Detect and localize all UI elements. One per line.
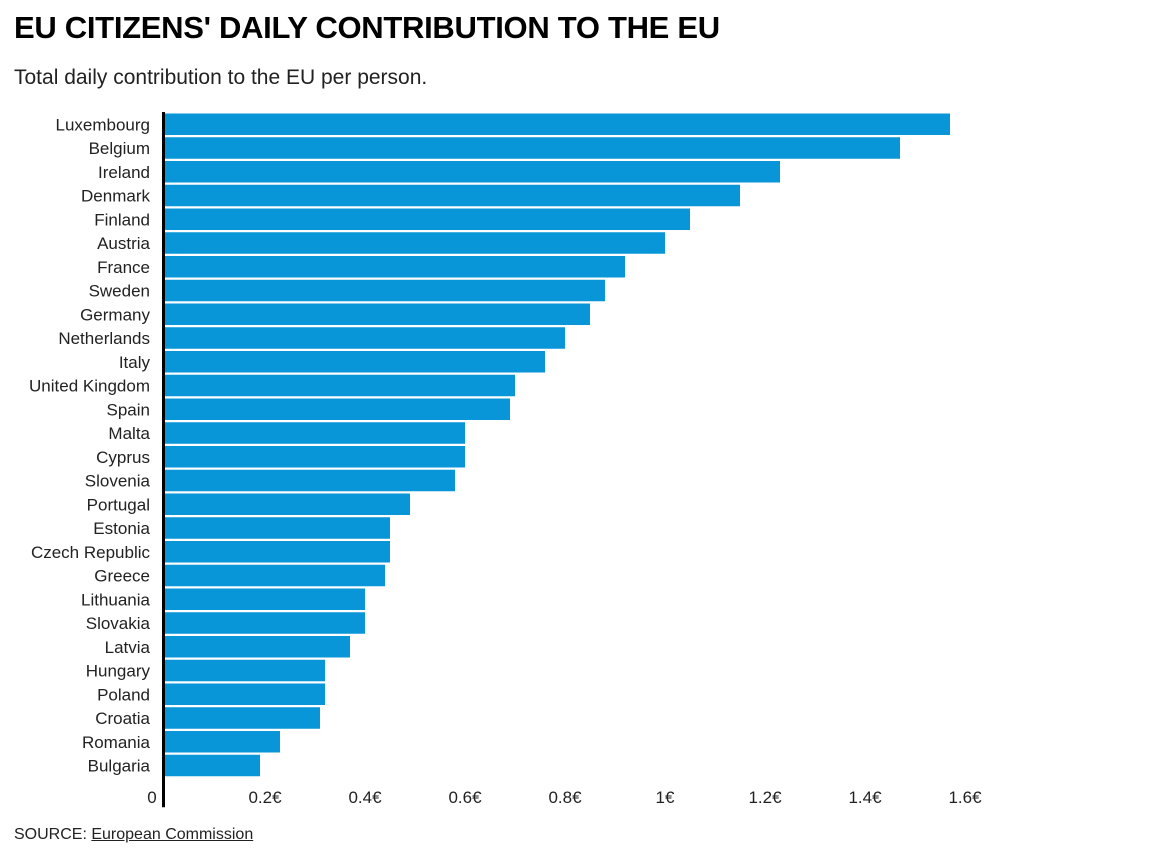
category-label-portugal: Portugal	[87, 495, 150, 514]
category-label-bulgaria: Bulgaria	[88, 757, 151, 776]
x-tick-label: 1.4€	[848, 788, 882, 807]
category-label-ireland: Ireland	[98, 163, 150, 182]
category-label-france: France	[97, 258, 150, 277]
bar-cyprus	[165, 446, 465, 468]
bar-slovenia	[165, 469, 455, 492]
source-note: SOURCE: European Commission	[14, 826, 253, 844]
bar-netherlands	[165, 327, 565, 349]
category-label-belgium: Belgium	[89, 139, 150, 158]
chart-title: EU CITIZENS' DAILY CONTRIBUTION TO THE E…	[14, 10, 720, 45]
bar-france	[165, 256, 625, 278]
bar-bulgaria	[165, 754, 260, 777]
bar-portugal	[165, 493, 410, 515]
category-label-latvia: Latvia	[105, 638, 151, 657]
bar-luxembourg	[165, 113, 950, 135]
x-tick-label: 0.4€	[348, 788, 382, 807]
x-tick-label: 1€	[656, 788, 675, 807]
bar-czech-republic	[165, 541, 390, 563]
category-label-germany: Germany	[80, 305, 150, 324]
bar-croatia	[165, 707, 320, 729]
category-label-united-kingdom: United Kingdom	[29, 377, 150, 396]
category-label-hungary: Hungary	[86, 662, 151, 681]
bar-poland	[165, 683, 325, 705]
category-label-poland: Poland	[97, 685, 150, 704]
category-label-austria: Austria	[97, 234, 150, 253]
bar-malta	[165, 422, 465, 444]
category-label-italy: Italy	[119, 353, 151, 372]
bar-estonia	[165, 517, 390, 539]
category-label-malta: Malta	[108, 424, 150, 443]
chart-subtitle: Total daily contribution to the EU per p…	[14, 66, 428, 89]
bar-germany	[165, 303, 590, 325]
x-tick-label: 1.2€	[748, 788, 782, 807]
bar-finland	[165, 208, 690, 230]
bar-sweden	[165, 279, 605, 302]
category-label-finland: Finland	[94, 210, 150, 229]
category-label-luxembourg: Luxembourg	[55, 115, 150, 134]
source-link[interactable]: European Commission	[91, 826, 254, 843]
x-tick-label: 1.6€	[948, 788, 982, 807]
bar-denmark	[165, 184, 740, 207]
category-label-spain: Spain	[107, 400, 150, 419]
bar-united-kingdom	[165, 374, 515, 397]
bar-spain	[165, 398, 510, 420]
category-label-netherlands: Netherlands	[58, 329, 150, 348]
category-label-romania: Romania	[82, 733, 151, 752]
source-label: SOURCE:	[14, 826, 87, 843]
x-tick-label: 0.6€	[448, 788, 482, 807]
x-tick-label: 0.8€	[548, 788, 582, 807]
category-label-slovenia: Slovenia	[85, 472, 151, 491]
bar-lithuania	[165, 588, 365, 610]
bar-chart: Luxembourg Belgium Ireland Denmark Finland Au…	[29, 112, 982, 808]
category-label-estonia: Estonia	[93, 519, 150, 538]
bar-hungary	[165, 659, 325, 682]
bar-belgium	[165, 137, 900, 159]
bar-greece	[165, 564, 385, 587]
bar-slovakia	[165, 612, 365, 634]
bar-austria	[165, 232, 665, 254]
category-label-cyprus: Cyprus	[96, 448, 150, 467]
category-label-czech-republic: Czech Republic	[31, 543, 151, 562]
category-label-sweden: Sweden	[89, 282, 150, 301]
category-label-greece: Greece	[94, 567, 150, 586]
category-label-denmark: Denmark	[81, 187, 150, 206]
bar-ireland	[165, 161, 780, 183]
bar-latvia	[165, 636, 350, 658]
category-label-lithuania: Lithuania	[81, 590, 151, 609]
category-label-croatia: Croatia	[95, 709, 150, 728]
category-label-slovakia: Slovakia	[86, 614, 151, 633]
x-tick-label: 0.2€	[248, 788, 282, 807]
bar-italy	[165, 351, 545, 373]
bar-romania	[165, 731, 280, 753]
x-tick-label: 0	[147, 788, 156, 807]
